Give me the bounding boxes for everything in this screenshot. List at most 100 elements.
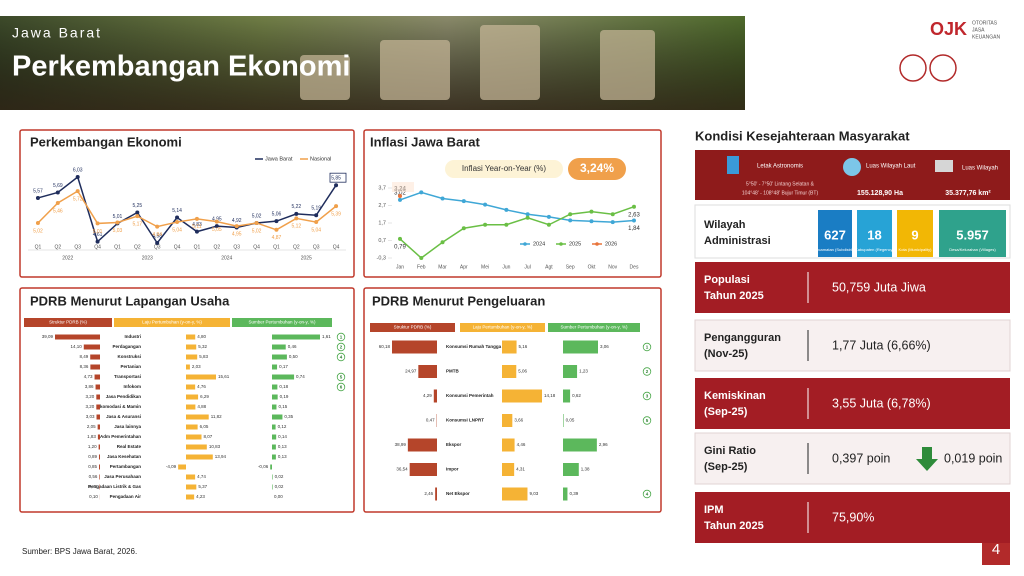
rank-badge — [642, 416, 652, 425]
growth-bar — [502, 487, 528, 501]
share-bar — [96, 394, 100, 400]
indicator-value: 1,77 Juta (6,66%) — [832, 338, 931, 352]
x-tick-label: Q4 — [333, 244, 340, 250]
share-value: 0,89 — [88, 454, 97, 459]
growth-value: 4,46 — [517, 442, 526, 447]
growth-value: 6,05 — [200, 424, 209, 429]
share-bar — [99, 474, 100, 480]
point — [398, 197, 402, 202]
share-bar — [97, 434, 100, 440]
point — [254, 220, 259, 225]
growth-bar — [186, 334, 196, 340]
data-label: 5,11 — [192, 224, 202, 230]
column-header-label: Laju Pertumbuhan (y-on-y, %) — [142, 320, 202, 325]
share-bar — [99, 464, 100, 470]
data-label: 4,94 — [152, 232, 162, 238]
source-value: 0,18 — [279, 384, 288, 389]
point — [440, 196, 445, 201]
source-value: 0,14 — [278, 434, 287, 439]
data-label: 5,69 — [53, 183, 63, 189]
growth-value: 5,16 — [519, 344, 528, 349]
data-label: 5,02 — [252, 228, 262, 234]
coins — [300, 25, 655, 100]
source-bar — [563, 438, 597, 452]
point — [95, 221, 100, 226]
data-label: 5,04 — [311, 227, 321, 233]
indicator-label: Tahun 2025 — [704, 520, 764, 532]
indicator-row — [694, 319, 1011, 372]
point — [155, 241, 160, 245]
column-header — [548, 323, 640, 332]
source-value: 0,05 — [566, 418, 575, 423]
logo-text: OTORITAS — [972, 20, 998, 26]
source-value: 0,13 — [278, 454, 287, 459]
data-label: 1,84 — [628, 226, 640, 232]
admin-value: 18 — [867, 227, 881, 242]
data-label: 5,57 — [33, 188, 43, 194]
admin-unit: Kota (Municipality) — [899, 247, 933, 252]
source-bar — [272, 344, 286, 350]
admin-card — [818, 210, 852, 257]
admin-value: 5.957 — [956, 227, 989, 242]
data-label: 5,06 — [272, 211, 282, 217]
growth-value: -4,09 — [166, 464, 177, 469]
rank-badge — [642, 367, 652, 376]
share-bar — [94, 374, 100, 380]
point — [504, 222, 509, 227]
x-tick-label: Q4 — [253, 244, 260, 250]
rank-badge — [336, 332, 346, 342]
growth-bar — [502, 389, 542, 403]
indicator-row — [695, 262, 1010, 313]
growth-bar — [502, 340, 517, 354]
data-label: 5,22 — [291, 204, 301, 210]
share-value: 2,05 — [87, 424, 96, 429]
row-label: Pertanian — [120, 364, 141, 369]
growth-bar — [502, 414, 513, 427]
share-bar — [90, 354, 100, 360]
source-bar — [563, 389, 571, 403]
point — [95, 239, 100, 244]
rank-label: 1 — [646, 344, 649, 349]
point — [55, 190, 60, 195]
indicator-label: (Nov-25) — [704, 348, 748, 360]
row-label: Konsumsi Rumah Tangga — [446, 344, 502, 349]
point — [610, 220, 615, 225]
region: Jawa Barat — [12, 25, 102, 41]
point — [35, 195, 40, 200]
indicator-value: 75,90% — [832, 510, 874, 524]
data-label: 5,19 — [311, 206, 321, 212]
x-tick-label: Mei — [481, 264, 489, 270]
rank-label: 5 — [646, 418, 649, 423]
data-label: 5,72 — [73, 196, 83, 202]
growth-bar — [186, 384, 196, 390]
source-value: 0,13 — [278, 444, 287, 449]
point — [483, 202, 488, 207]
indicator-label: (Sep-25) — [704, 461, 748, 473]
share-bar — [96, 414, 100, 420]
source-bar — [563, 365, 578, 378]
icon — [935, 160, 953, 172]
source-bar — [272, 394, 278, 400]
rank-label: 6 — [340, 384, 343, 389]
indicator-value: 50,759 Juta Jiwa — [832, 280, 926, 294]
point — [546, 214, 551, 219]
growth-bar — [186, 474, 196, 480]
point — [294, 216, 299, 221]
share-bar — [98, 444, 100, 450]
source-value: 1,38 — [581, 467, 590, 472]
share-value: 8,49 — [79, 354, 88, 359]
point — [194, 216, 199, 221]
legend-label: 2026 — [605, 241, 617, 247]
growth-value: 4,76 — [197, 384, 206, 389]
point — [398, 194, 402, 199]
area-value: 35.377,76 km² — [945, 190, 991, 197]
indicator-value: 3,55 Juta (6,78%) — [832, 396, 931, 410]
indicator-row — [695, 378, 1010, 429]
source-value: 0,02 — [275, 474, 284, 479]
legend-label: Jawa Barat — [265, 156, 293, 162]
indicator-label: Populasi — [704, 274, 750, 286]
data-label: 4,87 — [272, 235, 282, 241]
share-bar — [435, 487, 437, 501]
share-value: 1,20 — [88, 444, 97, 449]
